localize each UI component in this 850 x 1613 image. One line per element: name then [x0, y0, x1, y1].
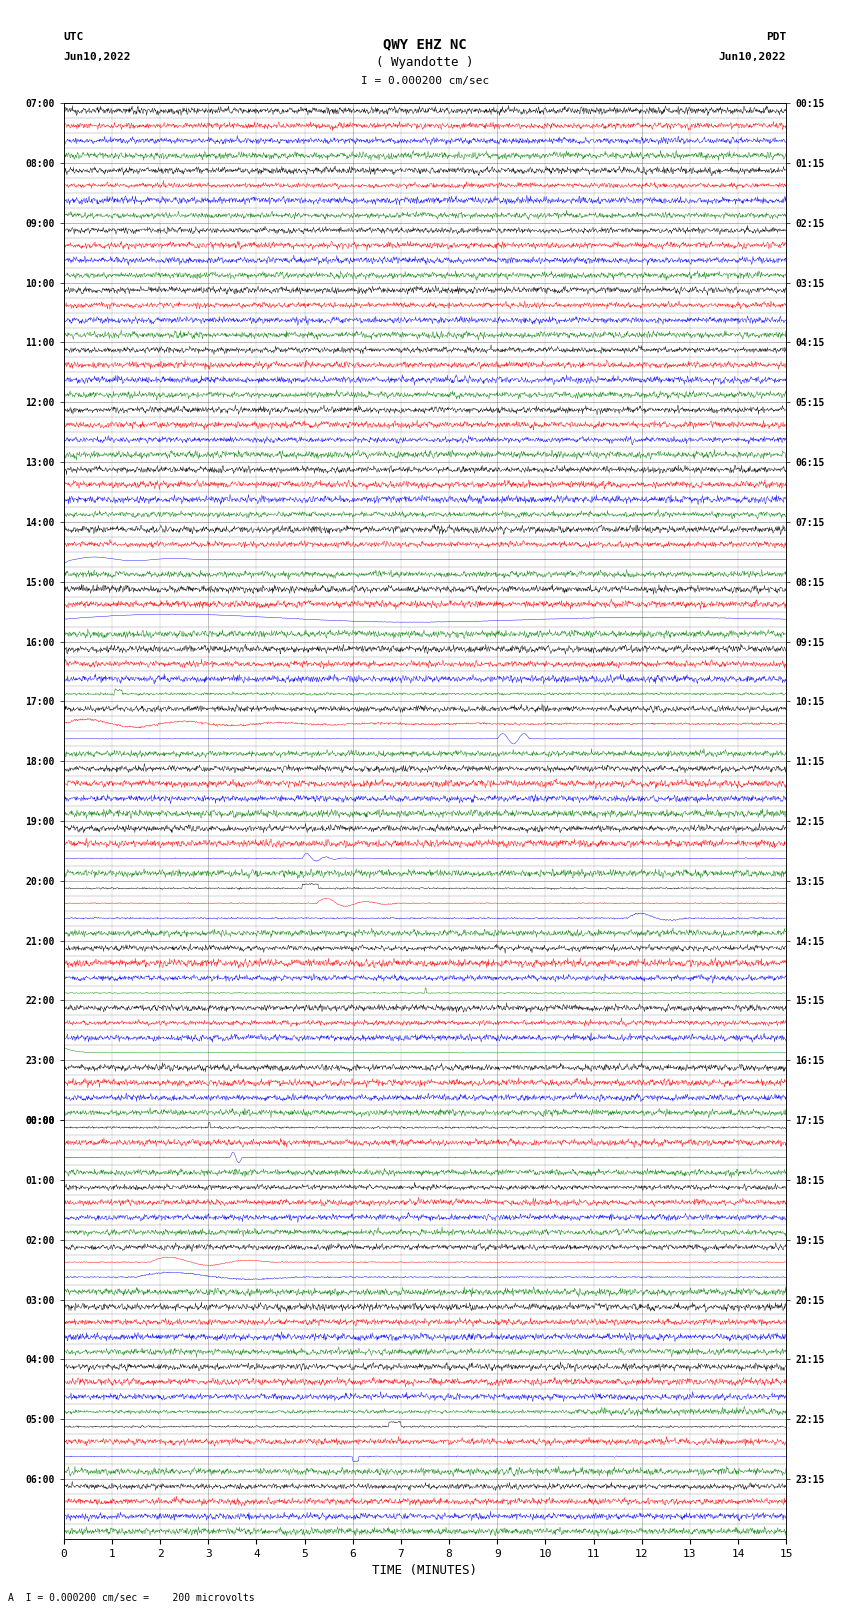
Text: I = 0.000200 cm/sec: I = 0.000200 cm/sec: [361, 76, 489, 85]
Text: PDT: PDT: [766, 32, 786, 42]
Text: ( Wyandotte ): ( Wyandotte ): [377, 56, 473, 69]
X-axis label: TIME (MINUTES): TIME (MINUTES): [372, 1565, 478, 1578]
Text: Jun10,2022: Jun10,2022: [719, 52, 786, 61]
Text: UTC: UTC: [64, 32, 84, 42]
Text: A  I = 0.000200 cm/sec =    200 microvolts: A I = 0.000200 cm/sec = 200 microvolts: [8, 1594, 255, 1603]
Text: QWY EHZ NC: QWY EHZ NC: [383, 37, 467, 52]
Text: Jun10,2022: Jun10,2022: [64, 52, 131, 61]
